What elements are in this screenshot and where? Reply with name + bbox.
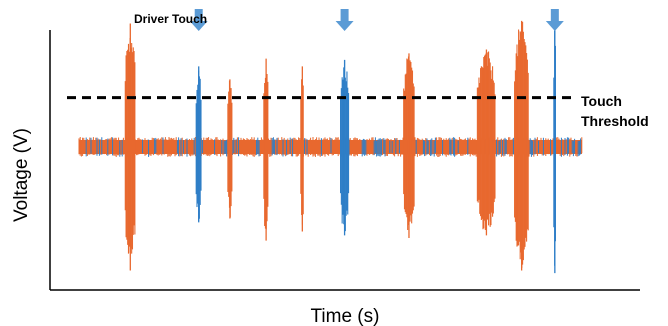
threshold-label-line1: Touch [581,93,622,109]
signal-traces [78,20,583,274]
noise-burst-4 [263,58,269,241]
threshold-label-line2: Threshold [581,113,649,129]
noise-burst-7 [403,53,415,238]
down-arrow-icon [545,9,564,31]
driver-touch-annotation: Driver Touch [134,12,207,26]
noise-burst-1 [124,23,136,271]
noise-burst-5 [300,66,304,232]
down-arrow-icon [189,9,208,31]
touch-burst-2 [195,66,202,223]
y-axis-label: Voltage (V) [11,128,32,222]
baseline-noise [78,137,583,157]
touch-arrows [189,9,564,31]
x-axis-label: Time (s) [311,306,380,326]
down-arrow-icon [335,9,354,31]
touch-burst-6 [340,59,350,236]
touch-burst-10 [553,23,556,274]
noise-burst-9 [514,20,529,271]
noise-burst-8 [476,49,496,236]
noise-burst-3 [227,79,233,219]
